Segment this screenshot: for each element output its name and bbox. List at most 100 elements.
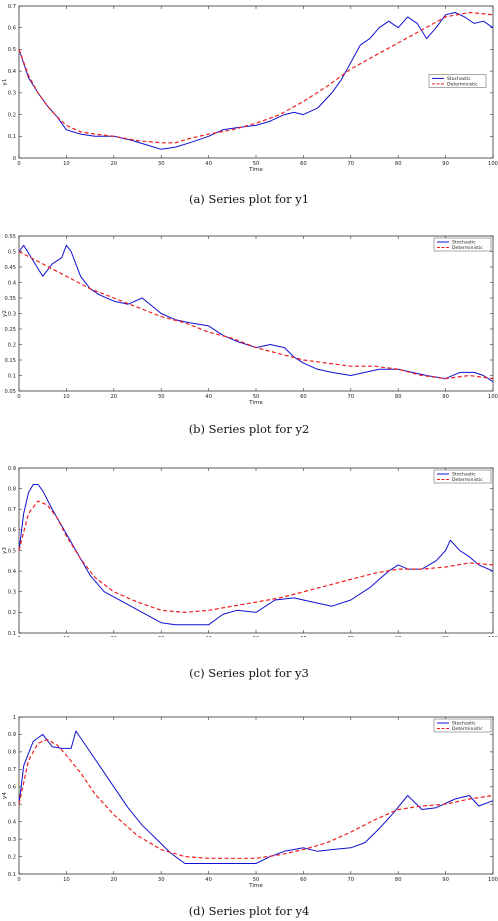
y-tick-label: 0.1 [8,631,16,637]
x-tick-label: 60 [300,636,307,637]
x-axis-label: Time [248,167,263,173]
y-tick-label: 0.4 [8,569,17,575]
legend-label-deterministic: Deterministic [452,726,483,732]
y-tick-label: 0.5 [8,249,16,255]
x-tick-label: 80 [395,636,402,637]
x-tick-label: 60 [300,877,307,883]
y-tick-label: 0.5 [8,802,16,808]
x-tick-label: 70 [347,877,354,883]
x-tick-label: 90 [442,394,449,400]
legend-label-deterministic: Deterministic [452,477,483,483]
y-tick-label: 0.7 [8,507,16,513]
plot-area [18,467,494,634]
x-tick-label: 50 [253,394,260,400]
x-tick-label: 40 [205,161,212,167]
x-tick-label: 100 [488,394,498,400]
x-tick-label: 60 [300,161,307,167]
caption-y3: (c) Series plot for y3 [189,666,309,680]
y-tick-label: 0.25 [4,327,16,333]
series-line-stochastic [18,730,494,864]
x-tick-label: 100 [488,161,498,167]
x-axis-label: Time [248,400,263,405]
y-axis-label: y2 [2,310,8,317]
y-tick-label: 0.1 [8,134,16,140]
x-tick-label: 0 [17,161,20,167]
y-tick-label: 0.1 [8,872,16,878]
y-tick-label: 0.35 [4,296,16,302]
y-tick-label: 0.3 [8,837,16,843]
y-tick-label: 0.8 [8,750,16,756]
y-tick-label: 0.5 [8,548,16,554]
y-tick-label: 0.2 [8,342,16,348]
y-tick-label: 0.9 [8,732,16,738]
x-tick-label: 40 [205,636,212,637]
x-tick-label: 30 [158,161,165,167]
legend-label-stochastic: Stochastic [452,472,476,478]
y-tick-label: 0.45 [4,265,16,271]
y-tick-label: 0.4 [8,69,17,75]
x-tick-label: 90 [442,877,449,883]
series-line-deterministic [18,500,494,613]
x-tick-label: 10 [63,161,70,167]
legend-label-deterministic: Deterministic [447,82,478,88]
x-tick-label: 80 [395,394,402,400]
plot-area [18,5,494,159]
y-tick-label: 0.5 [8,47,16,53]
y-axis-label: y3 [2,547,8,554]
series-line-stochastic [18,484,494,626]
x-tick-label: 50 [253,161,260,167]
y-tick-label: 0.05 [4,389,16,395]
caption-y4: (d) Series plot for y4 [188,904,310,918]
series-line-deterministic [18,11,494,144]
chart-y3: 0 10 20 30 40 50 60 70 80 90 100 0.1 0.2 0.3 0.4 0.5 0.6… [2,466,498,648]
y-tick-label: 0.3 [8,590,16,596]
chart-panel-y4: 0 10 20 30 40 50 60 70 80 90 100 0.1 0.2 0.3 0.4 0.5 0.6… [0,703,498,918]
x-tick-label: 70 [347,161,354,167]
x-tick-label: 80 [395,877,402,883]
x-tick-label: 30 [158,394,165,400]
caption-y2: (b) Series plot for y2 [188,422,310,436]
chart-y2: 0 10 20 30 40 50 60 70 80 90 100 0.05 0.1 0.15 0.2 0.25… [2,234,498,406]
y-tick-label: 0.15 [4,358,16,364]
y-tick-label: 0.1 [8,373,16,379]
chart-y1: 0 10 20 30 40 50 60 70 80 90 100 0 0.1 0.2 0.3 0.4 0.5 0.… [2,4,498,173]
plot-area [18,235,494,392]
series-line-deterministic [18,739,494,859]
y-tick-label: 0.8 [8,486,16,492]
caption-y1: (a) Series plot for y1 [188,192,310,206]
y-tick-label: 0.2 [8,112,16,118]
x-tick-label: 0 [17,636,20,637]
x-tick-label: 20 [110,636,117,637]
x-tick-label: 60 [300,394,307,400]
x-tick-label: 10 [63,636,70,637]
x-tick-label: 40 [205,877,212,883]
legend-label-stochastic: Stochastic [447,76,471,82]
y-tick-label: 0.55 [4,234,16,240]
x-tick-label: 50 [253,877,260,883]
x-tick-label: 100 [488,636,498,637]
x-tick-label: 90 [442,161,449,167]
y-tick-label: 0.6 [8,26,16,32]
y-tick-label: 1 [13,715,16,721]
series-line-stochastic [18,12,494,150]
y-tick-label: 0.4 [8,280,17,286]
y-tick-label: 0.3 [8,311,16,317]
x-tick-label: 70 [347,636,354,637]
x-tick-label: 40 [205,394,212,400]
x-tick-label: 90 [442,636,449,637]
x-tick-label: 10 [63,394,70,400]
y-axis-label: y4 [2,792,8,799]
x-tick-label: 0 [17,394,20,400]
plot-area [18,716,494,875]
x-tick-label: 30 [158,636,165,637]
chart-y4: 0 10 20 30 40 50 60 70 80 90 100 0.1 0.2 0.3 0.4 0.5 0.6… [2,715,498,889]
x-tick-label: 70 [347,394,354,400]
series-line-deterministic [18,250,494,380]
y-tick-label: 0.2 [8,610,16,616]
x-axis-label: Time [248,883,263,888]
y-tick-label: 0.3 [8,91,16,97]
y-tick-label: 0.7 [8,4,16,10]
x-tick-label: 20 [110,161,117,167]
y-tick-label: 0 [13,156,16,162]
y-tick-label: 0.6 [8,785,16,791]
